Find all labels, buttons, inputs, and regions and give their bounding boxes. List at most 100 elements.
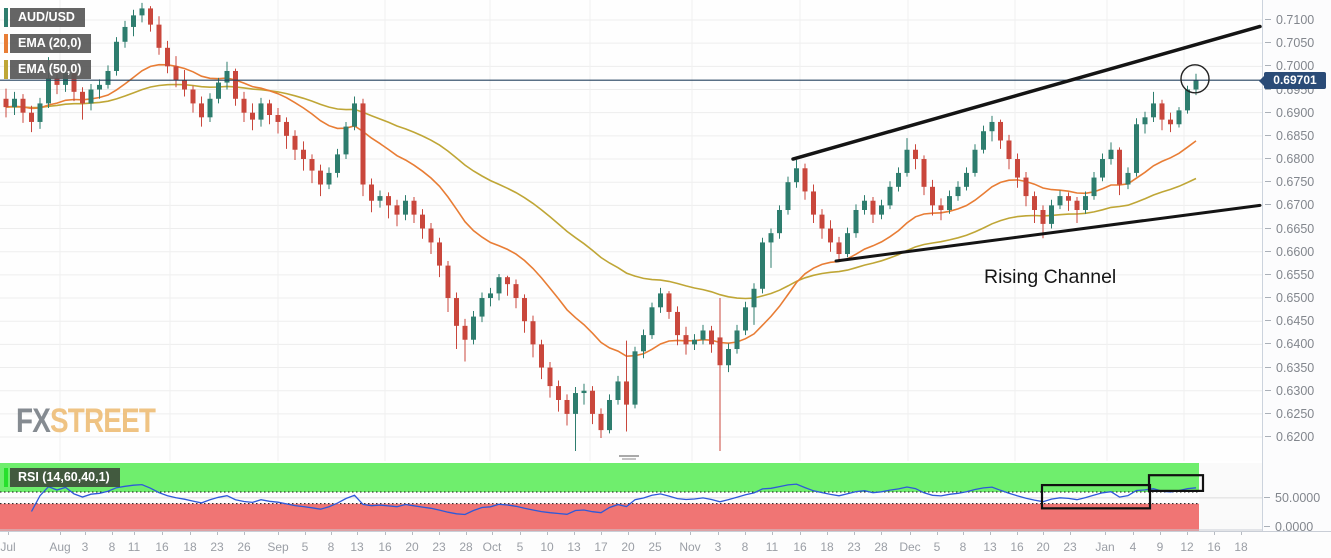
time-tick-label: 23 <box>847 540 861 554</box>
time-tick-dash <box>1070 532 1071 535</box>
time-tick-label: 4 <box>1129 540 1137 554</box>
legend-ema50: EMA (50,0) <box>4 60 92 79</box>
candle-body <box>46 77 51 104</box>
time-tick-label: Dec <box>899 540 921 554</box>
time-tick-dash <box>8 532 9 535</box>
price-tick-dash <box>1265 134 1271 136</box>
time-tick-label: 13 <box>350 540 364 554</box>
time-tick-dash <box>1133 532 1134 535</box>
candle-body <box>505 277 510 285</box>
price-tick-dash <box>1265 412 1271 414</box>
price-tick-label: 0.6550 <box>1276 267 1315 282</box>
candle-body <box>63 73 68 85</box>
channel-upper-trendline[interactable] <box>791 24 1262 161</box>
price-tick-label: 0.6200 <box>1276 430 1315 445</box>
candle-body <box>1142 117 1148 125</box>
candle-body <box>972 149 978 173</box>
price-tick-dash <box>1265 273 1271 275</box>
price-tick-label: 0.6600 <box>1276 244 1315 259</box>
candle-body <box>369 184 374 201</box>
price-tick-label: 0.6250 <box>1276 406 1315 421</box>
candle-body <box>216 82 221 99</box>
main-chart-canvas[interactable] <box>0 0 1262 461</box>
ema20-line <box>5 63 1197 358</box>
rsi-highlight-box[interactable] <box>1040 483 1152 510</box>
time-tick-label: 11 <box>765 540 779 554</box>
price-tick-label: 0.6750 <box>1276 175 1315 190</box>
time-tick-dash <box>1214 532 1215 535</box>
time-tick-dash <box>1160 532 1161 535</box>
price-tick-dash <box>1265 366 1271 368</box>
candle-body <box>318 170 323 185</box>
legend-symbol: AUD/USD <box>4 8 85 27</box>
candle-body <box>938 205 944 210</box>
time-tick-dash <box>655 532 656 535</box>
candle-body <box>632 351 638 405</box>
candle-body <box>377 196 383 201</box>
time-tick-dash <box>547 532 548 535</box>
ema50-label: EMA (50,0) <box>10 60 92 79</box>
price-tick-dash <box>1265 158 1271 160</box>
time-tick-label: 8 <box>327 540 335 554</box>
rsi-canvas[interactable] <box>0 463 1262 531</box>
channel-lower-trendline[interactable] <box>834 203 1262 263</box>
candle-body <box>1040 209 1046 224</box>
price-tick-dash <box>1265 343 1271 345</box>
candle-body <box>624 381 629 405</box>
candle-body <box>284 121 289 136</box>
candle-body <box>1185 89 1190 111</box>
candle-body <box>1108 149 1114 160</box>
candle-body <box>836 242 842 255</box>
candle-body <box>165 47 170 67</box>
candle-body <box>403 200 408 215</box>
time-tick-label: 26 <box>237 540 251 554</box>
candle-body <box>675 311 680 336</box>
candle-body <box>556 386 561 400</box>
price-tick: 0.7100 <box>1263 13 1331 27</box>
price-tick: 0.7000 <box>1263 59 1331 73</box>
candle-body <box>1159 103 1165 120</box>
price-tick-label: 0.6900 <box>1276 105 1315 120</box>
candle-body <box>343 126 349 155</box>
rsi-overbought-zone <box>0 463 1199 493</box>
candle-body <box>80 91 85 104</box>
candle-body <box>955 186 961 197</box>
candle-body <box>981 131 986 150</box>
candle-body <box>862 200 867 210</box>
candle-body <box>666 293 672 312</box>
price-tick-label: 0.7100 <box>1276 13 1315 27</box>
candle-body <box>1176 110 1182 125</box>
candle-body <box>692 339 697 345</box>
price-tick: 0.6550 <box>1263 268 1331 282</box>
time-tick-dash <box>574 532 575 535</box>
rsi-color-bar <box>4 468 8 487</box>
price-tick: 0.6300 <box>1263 384 1331 398</box>
price-tick-dash <box>1265 389 1271 391</box>
candle-body <box>530 321 536 345</box>
time-tick-label: 13 <box>983 540 997 554</box>
main-chart-pane[interactable] <box>0 0 1262 461</box>
candle-body <box>513 284 519 299</box>
candle-body <box>148 8 153 25</box>
rsi-highlight-box[interactable] <box>1147 474 1205 492</box>
price-tick-label: 0.7050 <box>1276 36 1315 51</box>
candle-body <box>641 335 646 352</box>
candle-body <box>479 298 485 317</box>
candle-body <box>394 205 400 215</box>
price-tick: 0.6250 <box>1263 407 1331 421</box>
time-axis[interactable]: Jul Aug 3 8 11 16 18 23 26 Sep 5 8 13 16 20 23 28 Oct 5 10 1… <box>0 531 1331 558</box>
candle-body <box>743 307 748 331</box>
ema50-line <box>5 83 1197 300</box>
price-tick: 0.6350 <box>1263 361 1331 375</box>
candle-body <box>1134 124 1139 173</box>
price-tick: 0.6800 <box>1263 152 1331 166</box>
candle-body <box>454 298 459 326</box>
candle-body <box>564 399 570 414</box>
price-tick-dash <box>1265 436 1271 438</box>
candle-body <box>539 344 544 368</box>
last-price-badge: 0.69701 <box>1259 72 1326 90</box>
rsi-pane[interactable] <box>0 463 1262 531</box>
breakout-circle-annotation[interactable] <box>1180 64 1210 94</box>
time-tick-dash <box>690 532 691 535</box>
